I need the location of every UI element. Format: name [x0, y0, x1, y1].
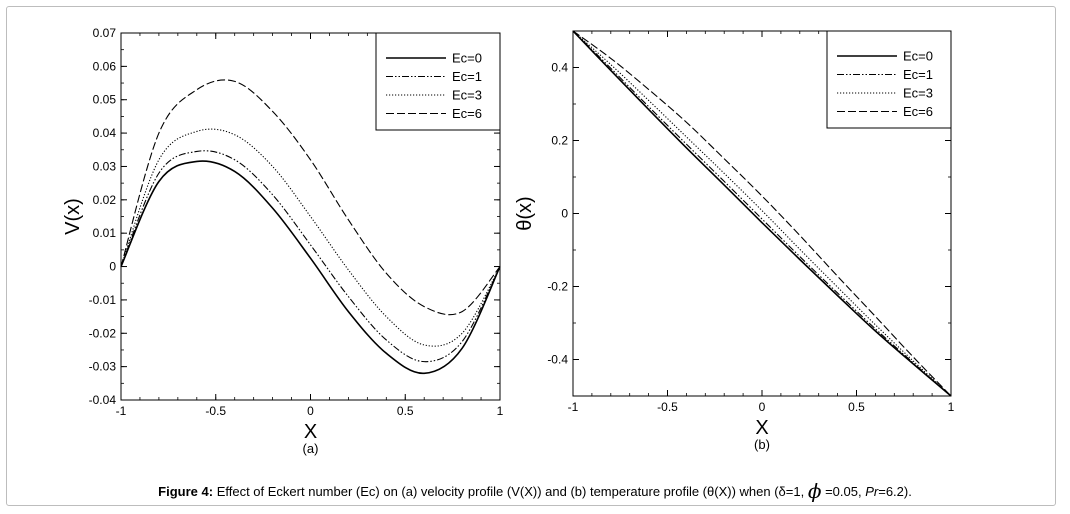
y-tick-label-b: 0.2 — [551, 134, 568, 148]
legend-label-a: Ec=3 — [452, 88, 482, 103]
series-line-a-Ec1 — [120, 150, 501, 363]
legend-label-b: Ec=0 — [903, 49, 933, 64]
caption-pr-value: =6.2). — [878, 484, 912, 499]
y-tick-label-a: 0.05 — [93, 93, 117, 107]
panel-label-a: (a) — [303, 441, 319, 456]
x-tick-label-a: 0 — [307, 404, 314, 418]
legend-label-b: Ec=1 — [903, 67, 933, 82]
legend-label-b: Ec=6 — [903, 104, 933, 119]
y-tick-label-a: 0 — [109, 260, 116, 274]
series-line-a-Ec0 — [120, 160, 501, 375]
x-tick-label-b: 0.5 — [848, 400, 865, 414]
legend-label-b: Ec=3 — [903, 86, 933, 101]
y-tick-label-a: -0.02 — [89, 326, 117, 340]
x-tick-label-b: -0.5 — [657, 400, 678, 414]
x-axis-label-a: X — [304, 421, 317, 443]
legend-label-a: Ec=1 — [452, 69, 482, 84]
caption-text: Effect of Eckert number (Ec) on (a) velo… — [216, 484, 805, 499]
y-tick-label-a: -0.03 — [89, 360, 117, 374]
x-tick-label-b: -1 — [568, 400, 579, 414]
caption-pr-symbol: Pr — [865, 484, 879, 499]
y-tick-label-a: -0.01 — [89, 293, 117, 307]
y-axis-label-a: V(x) — [62, 198, 84, 235]
y-tick-label-a: 0.06 — [93, 59, 117, 73]
y-tick-label-a: 0.01 — [93, 226, 117, 240]
y-tick-label-a: 0.03 — [93, 159, 117, 173]
x-tick-label-a: 0.5 — [397, 404, 414, 418]
x-tick-label-b: 0 — [759, 400, 766, 414]
y-tick-label-a: 0.02 — [93, 193, 117, 207]
x-axis-label-b: X — [755, 417, 768, 439]
x-tick-label-a: 1 — [497, 404, 504, 418]
y-tick-label-a: -0.04 — [89, 393, 117, 407]
y-tick-label-b: -0.4 — [547, 353, 568, 367]
y-axis-label-b: θ(x) — [514, 196, 536, 230]
series-line-a-Ec3 — [120, 128, 501, 347]
series-line-a-Ec6 — [120, 79, 501, 316]
figure-frame — [6, 6, 1056, 506]
legend-label-a: Ec=6 — [452, 106, 482, 121]
y-tick-label-b: 0.4 — [551, 61, 568, 75]
y-tick-label-a: 0.07 — [93, 26, 117, 40]
caption-phi-value: =0.05, — [825, 484, 862, 499]
series-line-b-Ec6 — [572, 30, 952, 397]
y-tick-label-b: -0.2 — [547, 280, 568, 294]
x-tick-label-a: -0.5 — [205, 404, 226, 418]
y-tick-label-b: 0 — [561, 207, 568, 221]
caption-phi-symbol: ϕ — [807, 479, 822, 503]
caption-figure-label: Figure 4: — [158, 484, 214, 499]
x-tick-label-a: -1 — [116, 404, 127, 418]
series-line-b-Ec0 — [572, 30, 952, 397]
figure-caption: Figure 4: Effect of Eckert number (Ec) o… — [0, 479, 1070, 503]
series-line-b-Ec3 — [572, 30, 952, 397]
legend-label-a: Ec=0 — [452, 51, 482, 66]
x-tick-label-b: 1 — [948, 400, 955, 414]
y-tick-label-a: 0.04 — [93, 126, 117, 140]
panel-label-b: (b) — [754, 437, 770, 452]
